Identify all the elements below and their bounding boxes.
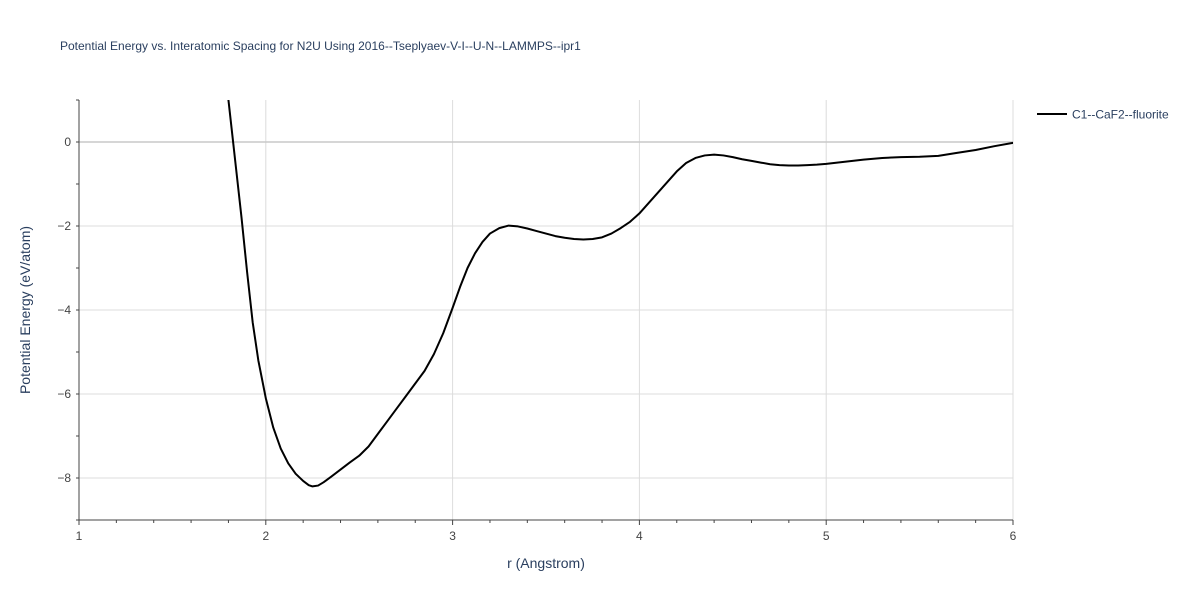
tick-labels: 1 2 3 4 5 6 −8 −6 −4 −2 0 bbox=[57, 135, 1016, 543]
grid bbox=[79, 100, 1014, 520]
y-tick-label: −6 bbox=[57, 387, 71, 401]
x-tick-label: 2 bbox=[262, 529, 269, 543]
x-tick-label: 6 bbox=[1010, 529, 1017, 543]
y-tick-label: −4 bbox=[57, 303, 71, 317]
x-tick-label: 4 bbox=[636, 529, 643, 543]
axes bbox=[76, 99, 1014, 525]
legend-label: C1--CaF2--fluorite bbox=[1072, 108, 1169, 122]
x-tick-label: 5 bbox=[823, 529, 830, 543]
y-tick-label: 0 bbox=[64, 135, 71, 149]
series-line bbox=[227, 100, 1013, 488]
y-tick-label: −2 bbox=[57, 219, 71, 233]
x-axis-title: r (Angstrom) bbox=[507, 555, 585, 571]
y-tick-label: −8 bbox=[57, 471, 71, 485]
legend[interactable]: C1--CaF2--fluorite bbox=[1037, 108, 1169, 122]
x-tick-label: 1 bbox=[76, 529, 83, 543]
x-tick-label: 3 bbox=[449, 529, 456, 543]
y-axis-title: Potential Energy (eV/atom) bbox=[17, 226, 33, 394]
series-layer bbox=[227, 100, 1013, 488]
chart-title: Potential Energy vs. Interatomic Spacing… bbox=[60, 39, 581, 53]
